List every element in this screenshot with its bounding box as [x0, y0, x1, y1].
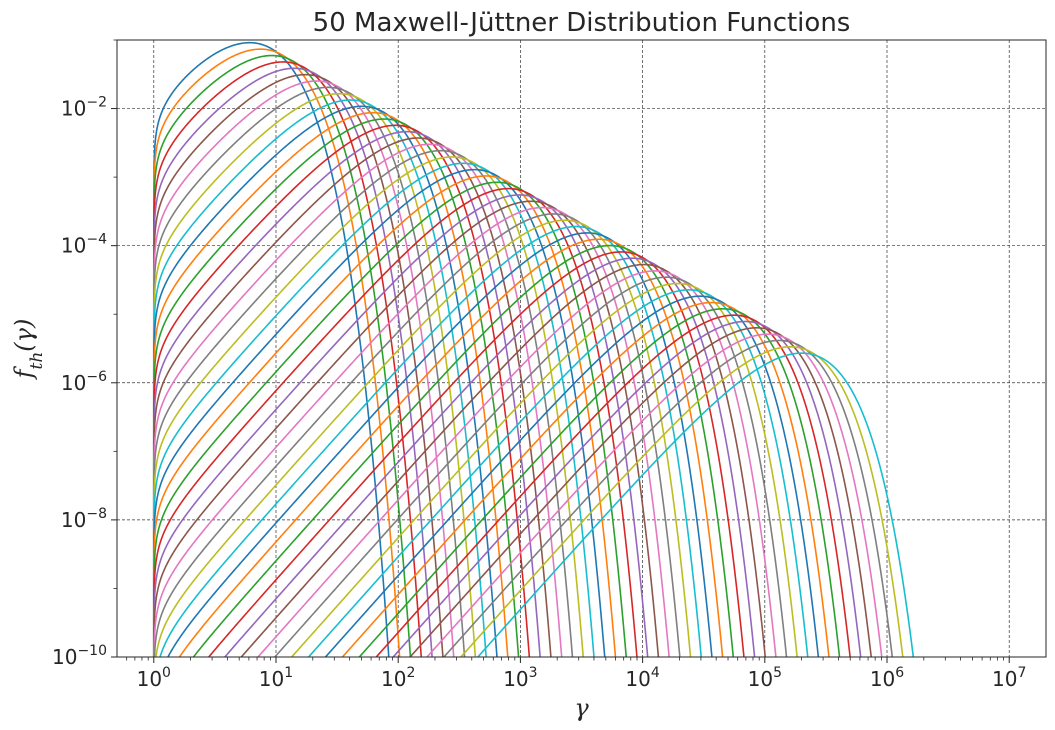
ticks-layer: 100 101 102 103 104 105 106 10710−1010−810−610−…: [52, 39, 1026, 691]
chart-title: 50 Maxwell-Jüttner Distribution Function…: [313, 8, 851, 38]
series-line: [152, 168, 606, 657]
series-line: [459, 346, 904, 657]
series-line: [152, 175, 617, 657]
x-tick-base: 10: [992, 667, 1017, 691]
series-line: [153, 194, 649, 657]
plot-frame: [116, 39, 1047, 658]
series-line: [442, 339, 894, 657]
x-axis-label: γ: [574, 694, 589, 722]
series-line: [207, 251, 745, 657]
y-tick-label: 10−8: [61, 506, 107, 532]
x-tick-label: 102: [381, 665, 415, 691]
series-line: [476, 352, 915, 657]
x-tick-base: 10: [259, 667, 284, 691]
series-line: [167, 232, 713, 657]
x-tick-base: 10: [870, 667, 895, 691]
x-tick-label: 107: [992, 665, 1026, 691]
series-line: [152, 187, 638, 657]
y-tick-label: 10−6: [61, 369, 107, 395]
y-tick-base: 10: [61, 371, 86, 395]
x-tick-label: 106: [870, 665, 904, 691]
series-line: [240, 263, 767, 657]
x-tick-exponent: 7: [1017, 665, 1026, 681]
x-tick-label: 100: [137, 665, 171, 691]
y-tick-exponent: −10: [77, 643, 107, 659]
x-tick-label: 105: [748, 665, 782, 691]
y-axis-label-sub: th: [27, 352, 47, 370]
series-line: [155, 219, 692, 657]
x-tick-exponent: 4: [651, 665, 660, 681]
y-tick-base: 10: [61, 234, 86, 258]
y-tick-exponent: −8: [86, 506, 107, 522]
x-tick-exponent: 1: [284, 665, 293, 681]
y-tick-label: 10−2: [61, 95, 107, 121]
series-line: [223, 257, 756, 657]
x-tick-exponent: 6: [895, 665, 904, 681]
series-line: [152, 48, 401, 657]
series-line: [153, 213, 681, 657]
x-tick-exponent: 3: [529, 665, 538, 681]
x-tick-label: 104: [625, 665, 659, 691]
series-line: [159, 225, 703, 657]
y-tick-base: 10: [61, 97, 86, 121]
x-tick-exponent: 2: [406, 665, 415, 681]
y-tick-label: 10−10: [52, 643, 107, 669]
series-line: [290, 282, 798, 657]
x-tick-base: 10: [748, 667, 773, 691]
y-tick-exponent: −2: [86, 95, 107, 111]
series-line: [153, 206, 670, 657]
x-tick-exponent: 0: [162, 665, 171, 681]
series-line: [152, 181, 628, 657]
series-line: [178, 238, 724, 657]
x-tick-label: 101: [259, 665, 293, 691]
y-axis-label-arg: (γ): [10, 319, 38, 352]
y-tick-exponent: −6: [86, 369, 107, 385]
y-tick-label: 10−4: [61, 232, 107, 258]
y-tick-base: 10: [61, 508, 86, 532]
series-line: [358, 308, 841, 657]
series-layer: [152, 41, 915, 657]
x-tick-base: 10: [381, 667, 406, 691]
x-tick-exponent: 5: [773, 665, 782, 681]
series-line: [153, 200, 660, 657]
x-tick-base: 10: [137, 667, 162, 691]
x-tick-base: 10: [503, 667, 528, 691]
x-tick-base: 10: [625, 667, 650, 691]
series-line: [324, 295, 820, 657]
grid-layer: [117, 40, 1046, 657]
y-tick-base: 10: [52, 645, 77, 669]
series-line: [192, 244, 735, 657]
y-axis-label: fth(γ): [10, 319, 47, 381]
y-tick-exponent: −4: [86, 232, 107, 248]
x-tick-label: 103: [503, 665, 537, 691]
series-line: [392, 320, 862, 657]
